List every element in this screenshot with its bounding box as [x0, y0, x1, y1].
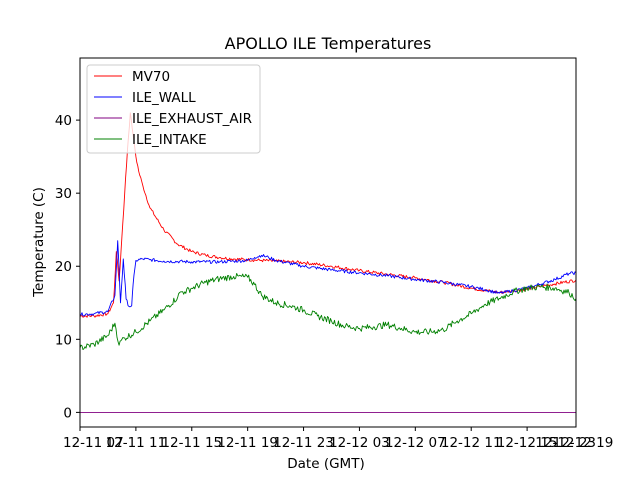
legend-label: MV70: [132, 69, 170, 85]
x-tick-label: 12-12 15: [497, 435, 558, 451]
legend-label: ILE_WALL: [132, 90, 196, 106]
y-axis-title: Temperature (C): [31, 187, 47, 298]
x-tick-label: 12-11 23: [273, 435, 334, 451]
legend: MV70 ILE_WALL ILE_EXHAUST_AIR ILE_INTAKE: [86, 64, 261, 154]
y-tick-label: 30: [55, 186, 72, 202]
x-tick-label: 12-11 11: [106, 435, 167, 451]
legend-box: [86, 64, 261, 154]
x-tick-label: 12-11 07: [63, 435, 124, 451]
plot-frame: [79, 57, 577, 428]
x-tick-label: 12-11 19: [217, 435, 278, 451]
series-line-ile-intake: [80, 272, 576, 351]
x-tick-label: 12-12 11: [441, 435, 502, 451]
x-tick-label: 12-12 19: [553, 435, 614, 451]
y-tick-label: 0: [63, 405, 72, 421]
y-tick-label: 20: [55, 259, 72, 275]
y-tick-label: 40: [55, 113, 72, 129]
x-tick-label: 12-12 07: [385, 435, 446, 451]
x-axis-title: Date (GMT): [287, 456, 364, 472]
y-tick-label: 10: [55, 332, 72, 348]
series-layer: [80, 112, 576, 413]
legend-label: ILE_EXHAUST_AIR: [132, 111, 252, 127]
x-tick-label: 12-11 15: [161, 435, 222, 451]
x-tick-label: 12-12 23: [535, 435, 596, 451]
x-tick-label: 12-12 03: [329, 435, 390, 451]
chart-title: APOLLO ILE Temperatures: [225, 34, 432, 53]
legend-label: ILE_INTAKE: [132, 132, 207, 148]
series-line-ile-wall: [80, 240, 576, 317]
